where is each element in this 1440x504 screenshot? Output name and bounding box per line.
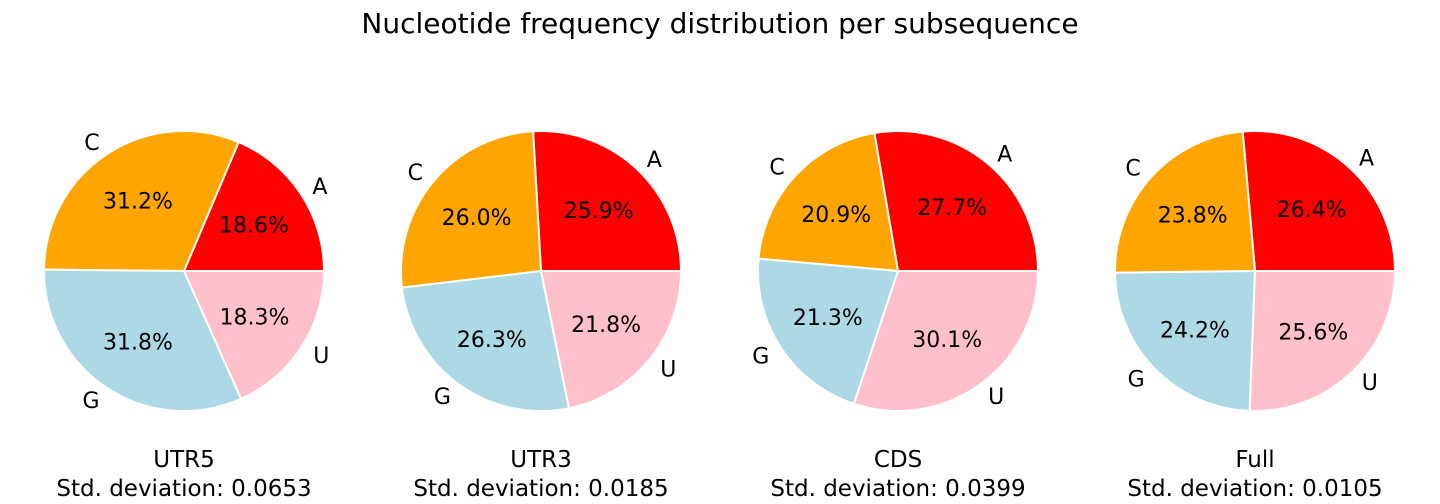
pie-percent-label: 30.1% [912,328,982,353]
pie-percent-label: 20.9% [801,203,871,228]
pie-category-label: C [84,131,99,156]
pie-category-label: A [1359,146,1374,171]
pie-panel-utr5: A 18.6% C 31.2% G 31.8% U 18.3% UTR5 Std. devia… [43,130,329,502]
pie-caption-name: UTR5 [153,447,215,473]
pie-caption-std: Std. deviation: 0.0653 [56,476,311,502]
pie-slice-u [540,270,682,410]
pie-percent-label: 18.6% [219,214,289,239]
pie-category-label: G [1128,368,1145,393]
pie-slice-a [1241,130,1396,272]
pie-slice-c [400,130,542,289]
pie-caption-std: Std. deviation: 0.0105 [1127,476,1382,502]
pie-slice-a [532,130,682,272]
pie-category-label: C [769,156,784,181]
pie-category-label: A [312,175,327,200]
pie-category-label: G [434,385,451,410]
pie-percent-label: 26.4% [1277,198,1347,223]
pie-category-label: A [647,148,662,173]
pie-category-label: G [83,389,100,414]
pie-caption-name: Full [1235,447,1274,473]
pie-slice-g [757,257,899,405]
pie-percent-label: 18.3% [220,306,290,331]
pie-category-label: U [1362,371,1378,396]
pie-slice-g [1114,270,1256,412]
pie-panel-utr3: A 25.9% C 26.0% G 26.3% U 21.8% UTR3 Std. devia… [400,130,682,502]
pie-percent-label: 27.7% [917,196,987,221]
pie-percent-label: 21.8% [571,313,641,338]
pie-panel-cds: A 27.7% C 20.9% G 21.3% U 30.1% CDS Std. deviat… [752,130,1039,502]
pie-percent-label: 21.3% [793,306,863,331]
pie-caption-name: CDS [874,447,922,473]
pie-slice-u [1248,270,1396,412]
pie-caption-name: UTR3 [510,447,572,473]
pie-percent-label: 31.8% [103,330,173,355]
pie-percent-label: 26.0% [442,206,512,231]
pie-category-label: U [660,357,676,382]
chart-title: Nucleotide frequency distribution per su… [361,7,1078,40]
pie-slice-u [183,270,325,400]
pie-percent-label: 23.8% [1158,204,1228,229]
pie-category-label: A [997,142,1012,167]
pie-panel-full: A 26.4% C 23.8% G 24.2% U 25.6% Full Std. devia… [1114,130,1396,502]
pie-slice-c [757,132,899,272]
pie-percent-label: 31.2% [103,190,173,215]
pie-slice-g [401,270,570,412]
pie-category-label: G [752,345,769,370]
pie-category-label: C [1125,157,1140,182]
pie-slice-c [1114,130,1256,274]
pie-slice-c [43,130,240,272]
pie-category-label: U [313,344,329,369]
pie-slice-g [43,268,243,412]
pie-slice-a [873,130,1039,272]
pie-percent-label: 24.2% [1160,319,1230,344]
pie-caption-std: Std. deviation: 0.0399 [770,476,1025,502]
pie-slice-a [183,141,325,272]
pie-slice-u [852,270,1039,412]
pie-percent-label: 26.3% [457,328,527,353]
pie-category-label: C [408,161,423,186]
pie-percent-label: 25.6% [1278,321,1348,346]
pie-caption-std: Std. deviation: 0.0185 [413,476,668,502]
pie-percent-label: 25.9% [564,199,634,224]
pie-category-label: U [988,385,1004,410]
